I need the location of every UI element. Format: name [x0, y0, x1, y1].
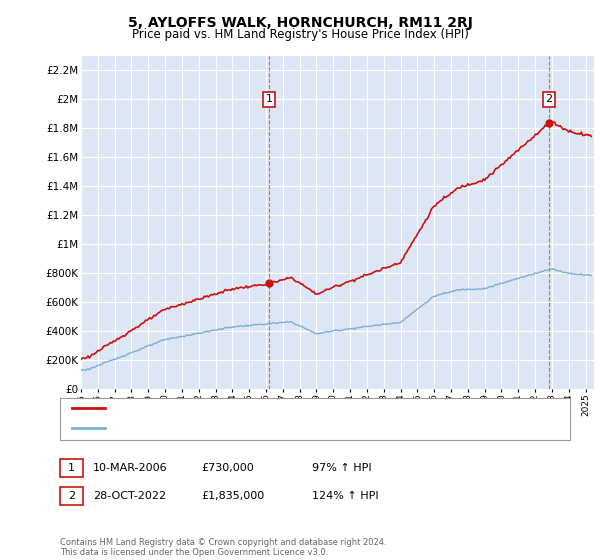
Text: £730,000: £730,000 [201, 463, 254, 473]
Text: 10-MAR-2006: 10-MAR-2006 [93, 463, 167, 473]
Text: £1,835,000: £1,835,000 [201, 491, 264, 501]
Text: 2: 2 [68, 491, 75, 501]
Text: 1: 1 [68, 463, 75, 473]
Text: Price paid vs. HM Land Registry's House Price Index (HPI): Price paid vs. HM Land Registry's House … [131, 28, 469, 41]
Text: 124% ↑ HPI: 124% ↑ HPI [312, 491, 379, 501]
Text: 97% ↑ HPI: 97% ↑ HPI [312, 463, 371, 473]
Text: 2: 2 [545, 95, 553, 105]
Text: HPI: Average price, detached house, Havering: HPI: Average price, detached house, Have… [111, 423, 351, 433]
Text: 5, AYLOFFS WALK, HORNCHURCH, RM11 2RJ: 5, AYLOFFS WALK, HORNCHURCH, RM11 2RJ [128, 16, 472, 30]
Text: 1: 1 [266, 95, 273, 105]
Text: Contains HM Land Registry data © Crown copyright and database right 2024.
This d: Contains HM Land Registry data © Crown c… [60, 538, 386, 557]
Text: 28-OCT-2022: 28-OCT-2022 [93, 491, 166, 501]
Text: 5, AYLOFFS WALK, HORNCHURCH, RM11 2RJ (detached house): 5, AYLOFFS WALK, HORNCHURCH, RM11 2RJ (d… [111, 403, 434, 413]
